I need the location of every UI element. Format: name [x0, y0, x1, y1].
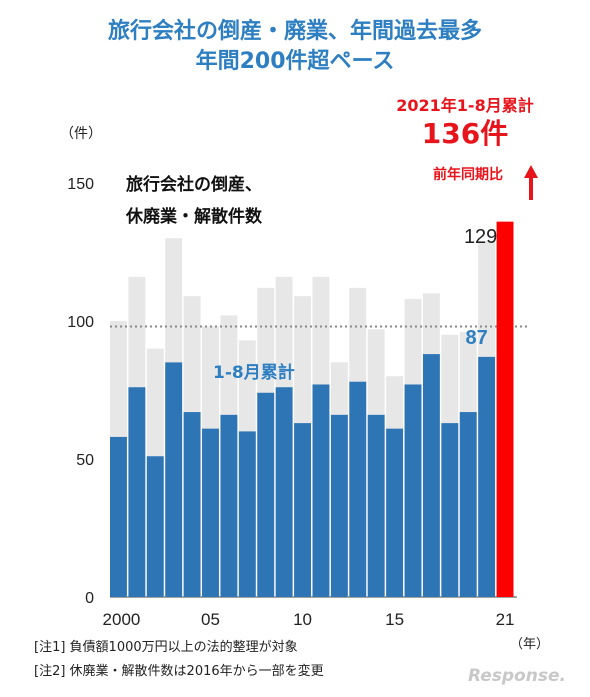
x-tick-label: 10 [293, 610, 312, 629]
x-tick-label: 2000 [103, 610, 141, 629]
bar-jan-aug-2008 [257, 392, 275, 597]
bar-jan-aug-2000 [110, 436, 127, 597]
bar-jan-aug-2016 [404, 384, 422, 597]
bar-jan-aug-2004 [183, 412, 201, 597]
bar-jan-aug-2020 [478, 356, 496, 597]
bar-jan-aug-2011 [312, 384, 330, 597]
bar-jan-aug-2005 [202, 428, 219, 597]
series-label: 1-8月累計 [213, 362, 295, 383]
bar-jan-aug-2009 [275, 387, 293, 597]
bar-jan-aug-2015 [386, 428, 404, 597]
bar-jan-aug-2014 [367, 414, 385, 597]
chart-subtitle-line1: 旅行会社の倒産、 [126, 174, 262, 195]
y-tick-label: 150 [67, 176, 94, 193]
chart-subtitle-line2: 休廃業・解散件数 [125, 206, 263, 227]
page-title: 旅行会社の倒産・廃業、年間過去最多 [107, 19, 482, 44]
y-axis-unit: （件） [60, 126, 102, 142]
bar-jan-aug-2012 [330, 414, 348, 597]
bar-jan-aug-2017 [422, 354, 440, 597]
bar-jan-aug-2018 [441, 423, 459, 597]
footnote-2: [注2] 休廃業・解散件数は2016年から一部を変更 [34, 664, 324, 679]
bar-jan-aug-2003 [165, 362, 183, 597]
headline-compare: 前年同期比 [433, 167, 503, 183]
headline-period: 2021年1-8月累計 [396, 96, 534, 115]
x-tick-label: 21 [496, 610, 515, 629]
bar-jan-aug-2013 [349, 381, 367, 597]
y-tick-label: 0 [85, 590, 94, 607]
x-tick-label: 15 [385, 610, 404, 629]
bar-jan-aug-2001 [128, 387, 146, 597]
headline-value: 136件 [421, 117, 509, 150]
y-tick-label: 100 [67, 314, 94, 331]
x-axis-unit: （年） [510, 637, 549, 652]
bar-jan-aug-2006 [220, 414, 238, 597]
bar-jan-aug-2007 [238, 431, 256, 597]
bar-jan-aug-2021 [496, 221, 514, 597]
bar-jan-aug-2019 [459, 412, 477, 597]
bar-jan-aug-2010 [294, 423, 311, 597]
footnote-1: [注1] 負債額1000万円以上の法的整理が対象 [34, 640, 298, 655]
y-tick-label: 50 [76, 452, 94, 469]
data-label-full-year: 129 [464, 226, 497, 248]
x-tick-label: 05 [201, 610, 220, 629]
page-subtitle: 年間200件超ペース [195, 49, 395, 74]
brand-logo: Response. [468, 666, 566, 686]
data-label-jan-aug: 87 [466, 327, 488, 349]
bar-jan-aug-2002 [146, 456, 164, 597]
